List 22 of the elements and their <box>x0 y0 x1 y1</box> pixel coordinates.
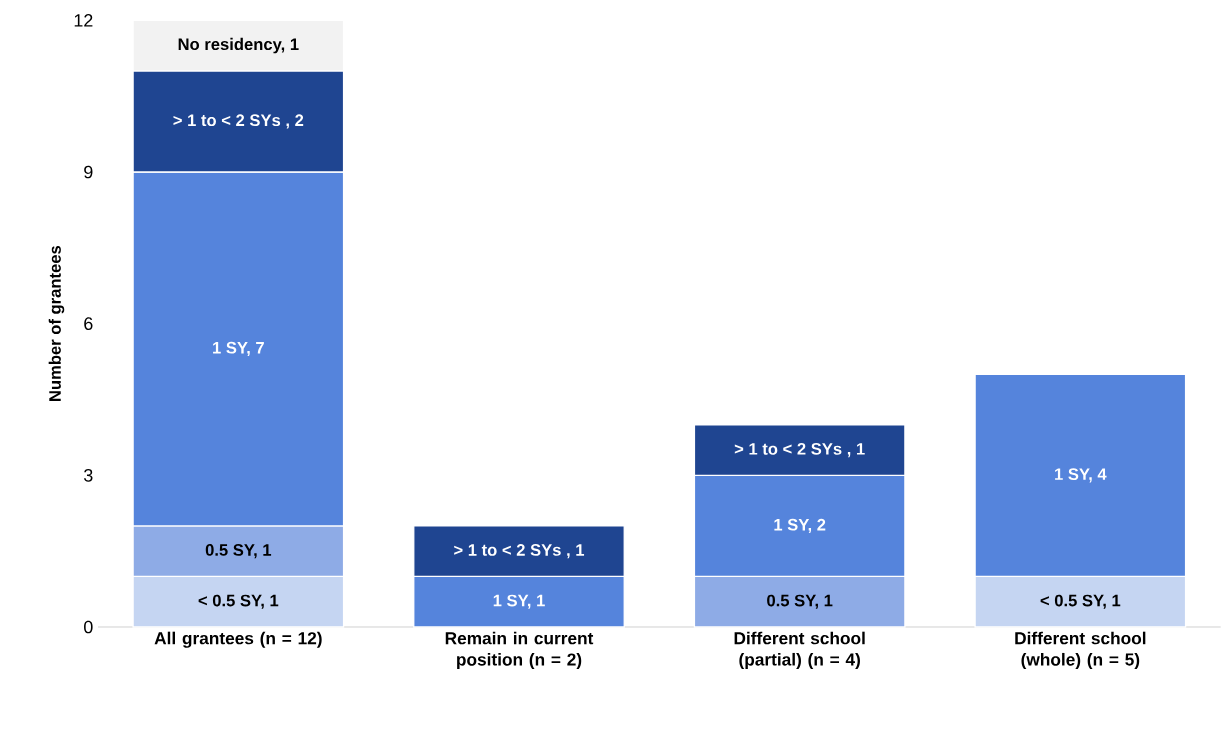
data-label: < 0.5 SY, 1 <box>1040 594 1121 609</box>
y-axis-title: Number of grantees <box>48 245 65 401</box>
data-label: 1 SY, 1 <box>493 594 545 609</box>
data-label: > 1 to < 2 SYs , 1 <box>734 442 865 458</box>
data-label: < 0.5 SY, 1 <box>198 594 279 609</box>
x-tick-label: Remain in current position (n = 2) <box>445 631 594 670</box>
data-label: 0.5 SY, 1 <box>205 544 272 559</box>
data-label: 0.5 SY, 1 <box>767 594 833 609</box>
x-tick-label: Different school (whole) (n = 5) <box>1015 631 1146 670</box>
data-label: 1 SY, 2 <box>774 518 826 533</box>
y-tick-label: 6 <box>84 317 93 330</box>
x-tick-label: All grantees (n = 12) <box>154 631 322 648</box>
data-label: No residency, 1 <box>178 37 299 54</box>
x-tick-label: Different school (partial) (n = 4) <box>734 631 865 670</box>
data-label: 1 SY, 4 <box>1055 468 1107 483</box>
y-tick-label: 9 <box>84 165 93 179</box>
data-label: > 1 to < 2 SYs , 2 <box>173 114 304 129</box>
y-tick-label: 12 <box>74 14 93 27</box>
y-tick-label: 3 <box>84 468 93 482</box>
data-label: 1 SY, 7 <box>213 341 264 357</box>
y-tick-label: 0 <box>84 620 93 634</box>
data-label: > 1 to < 2 SYs , 1 <box>454 544 585 559</box>
